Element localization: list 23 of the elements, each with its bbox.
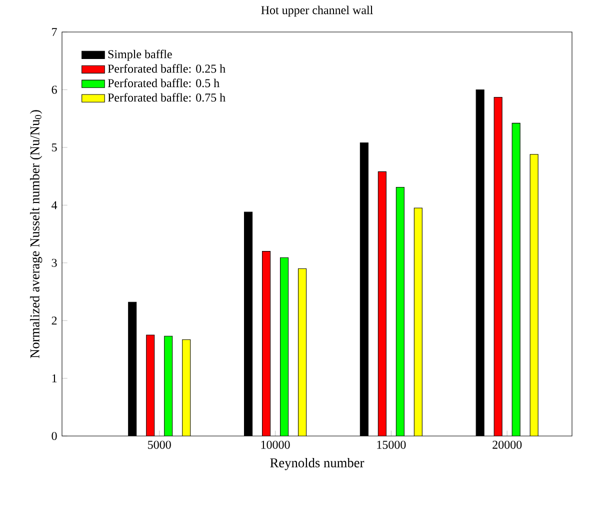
y-tick-label: 3 xyxy=(52,258,57,267)
bar xyxy=(164,336,173,436)
y-tick-label: 5 xyxy=(52,143,57,152)
y-tick-label: 2 xyxy=(52,316,57,325)
y-tick-label: 1 xyxy=(52,374,57,382)
y-tick-label: 0 xyxy=(52,432,57,440)
chart-title: Hot upper channel wall xyxy=(261,6,373,17)
x-tick-label: 10000 xyxy=(261,440,290,449)
y-tick-label: 6 xyxy=(52,86,57,94)
x-tick-label: 20000 xyxy=(492,440,522,449)
bar xyxy=(512,122,520,436)
y-tick-label: 7 xyxy=(52,28,57,36)
x-axis-title: Reynolds number xyxy=(270,458,364,470)
x-tick-label: 15000 xyxy=(377,440,406,449)
legend-label: Perforated baffle: 0.75 h xyxy=(108,93,226,102)
legend-label: Simple baffle xyxy=(108,50,172,61)
bar xyxy=(280,257,289,436)
legend-label: Perforated baffle: 0.25 h xyxy=(108,64,226,73)
y-axis-title: Normalized average Nusselt number (Nu/Nu$_{0}$) xyxy=(30,110,42,358)
y-tick-label: 4 xyxy=(52,201,58,210)
legend-label: Perforated baffle: 0.5 h xyxy=(108,78,220,88)
x-tick-label: 5000 xyxy=(148,440,171,449)
bar xyxy=(396,186,404,436)
